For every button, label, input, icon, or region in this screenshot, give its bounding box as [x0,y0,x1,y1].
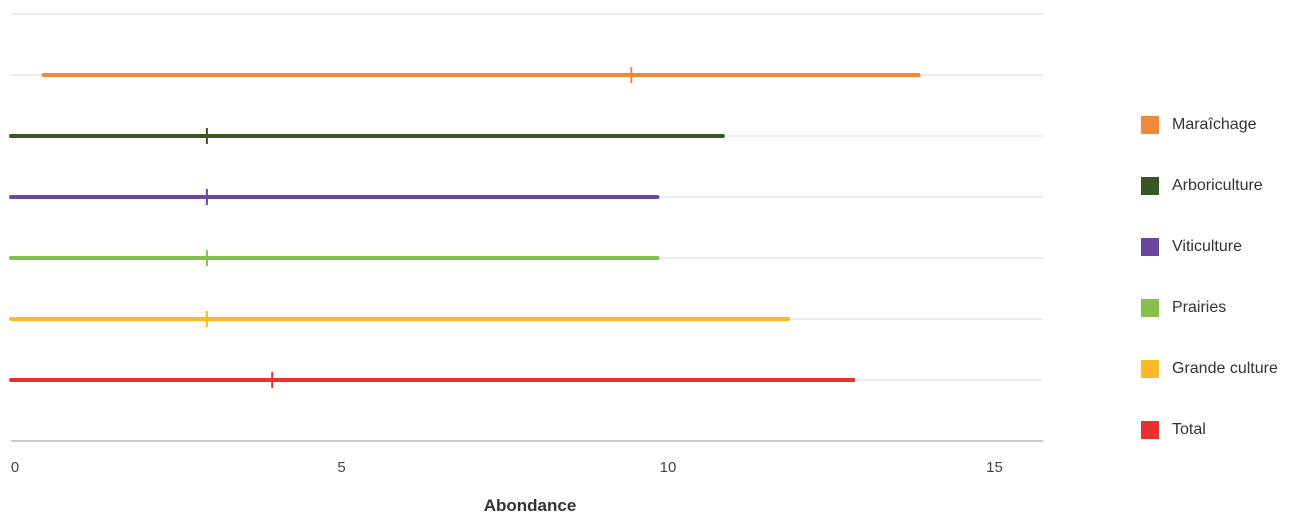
legend-label: Total [1172,421,1206,438]
legend-item-viticulture: Viticulture [1141,235,1242,259]
range-bar-viticulture [9,189,660,205]
x-tick-label: 5 [337,459,345,476]
legend-item-prairies: Prairies [1141,296,1226,320]
legend-item-grande-culture: Grande culture [1141,357,1278,381]
x-tick-label: 0 [11,459,19,476]
range-bar-prairies [9,250,660,266]
range-bar-grande-culture [9,311,791,327]
legend-swatch [1141,299,1159,317]
legend-swatch [1141,238,1159,256]
range-bar-maraîchage [41,67,921,83]
legend-label: Prairies [1172,299,1227,316]
x-axis-ticks: 0 5 10 15 [11,459,1003,476]
x-axis-title: Abondance [484,496,577,515]
range-bar-total [9,372,856,388]
legend-swatch [1141,421,1159,439]
legend: Maraîchage Arboriculture Viticulture Prairi… [1141,0,1309,519]
x-tick-label: 15 [986,459,1003,476]
legend-swatch [1141,360,1159,378]
legend-item-arboriculture: Arboriculture [1141,174,1263,198]
x-tick-label: 10 [660,459,677,476]
legend-label: Grande culture [1172,360,1278,377]
legend-label: Maraîchage [1172,116,1257,133]
range-bar-arboriculture [9,128,725,144]
legend-label: Arboriculture [1172,177,1263,194]
legend-item-total: Total [1141,418,1206,442]
legend-item-maraîchage: Maraîchage [1141,113,1257,137]
legend-swatch [1141,177,1159,195]
range-bars [9,67,921,388]
legend-label: Viticulture [1172,238,1242,255]
legend-swatch [1141,116,1159,134]
